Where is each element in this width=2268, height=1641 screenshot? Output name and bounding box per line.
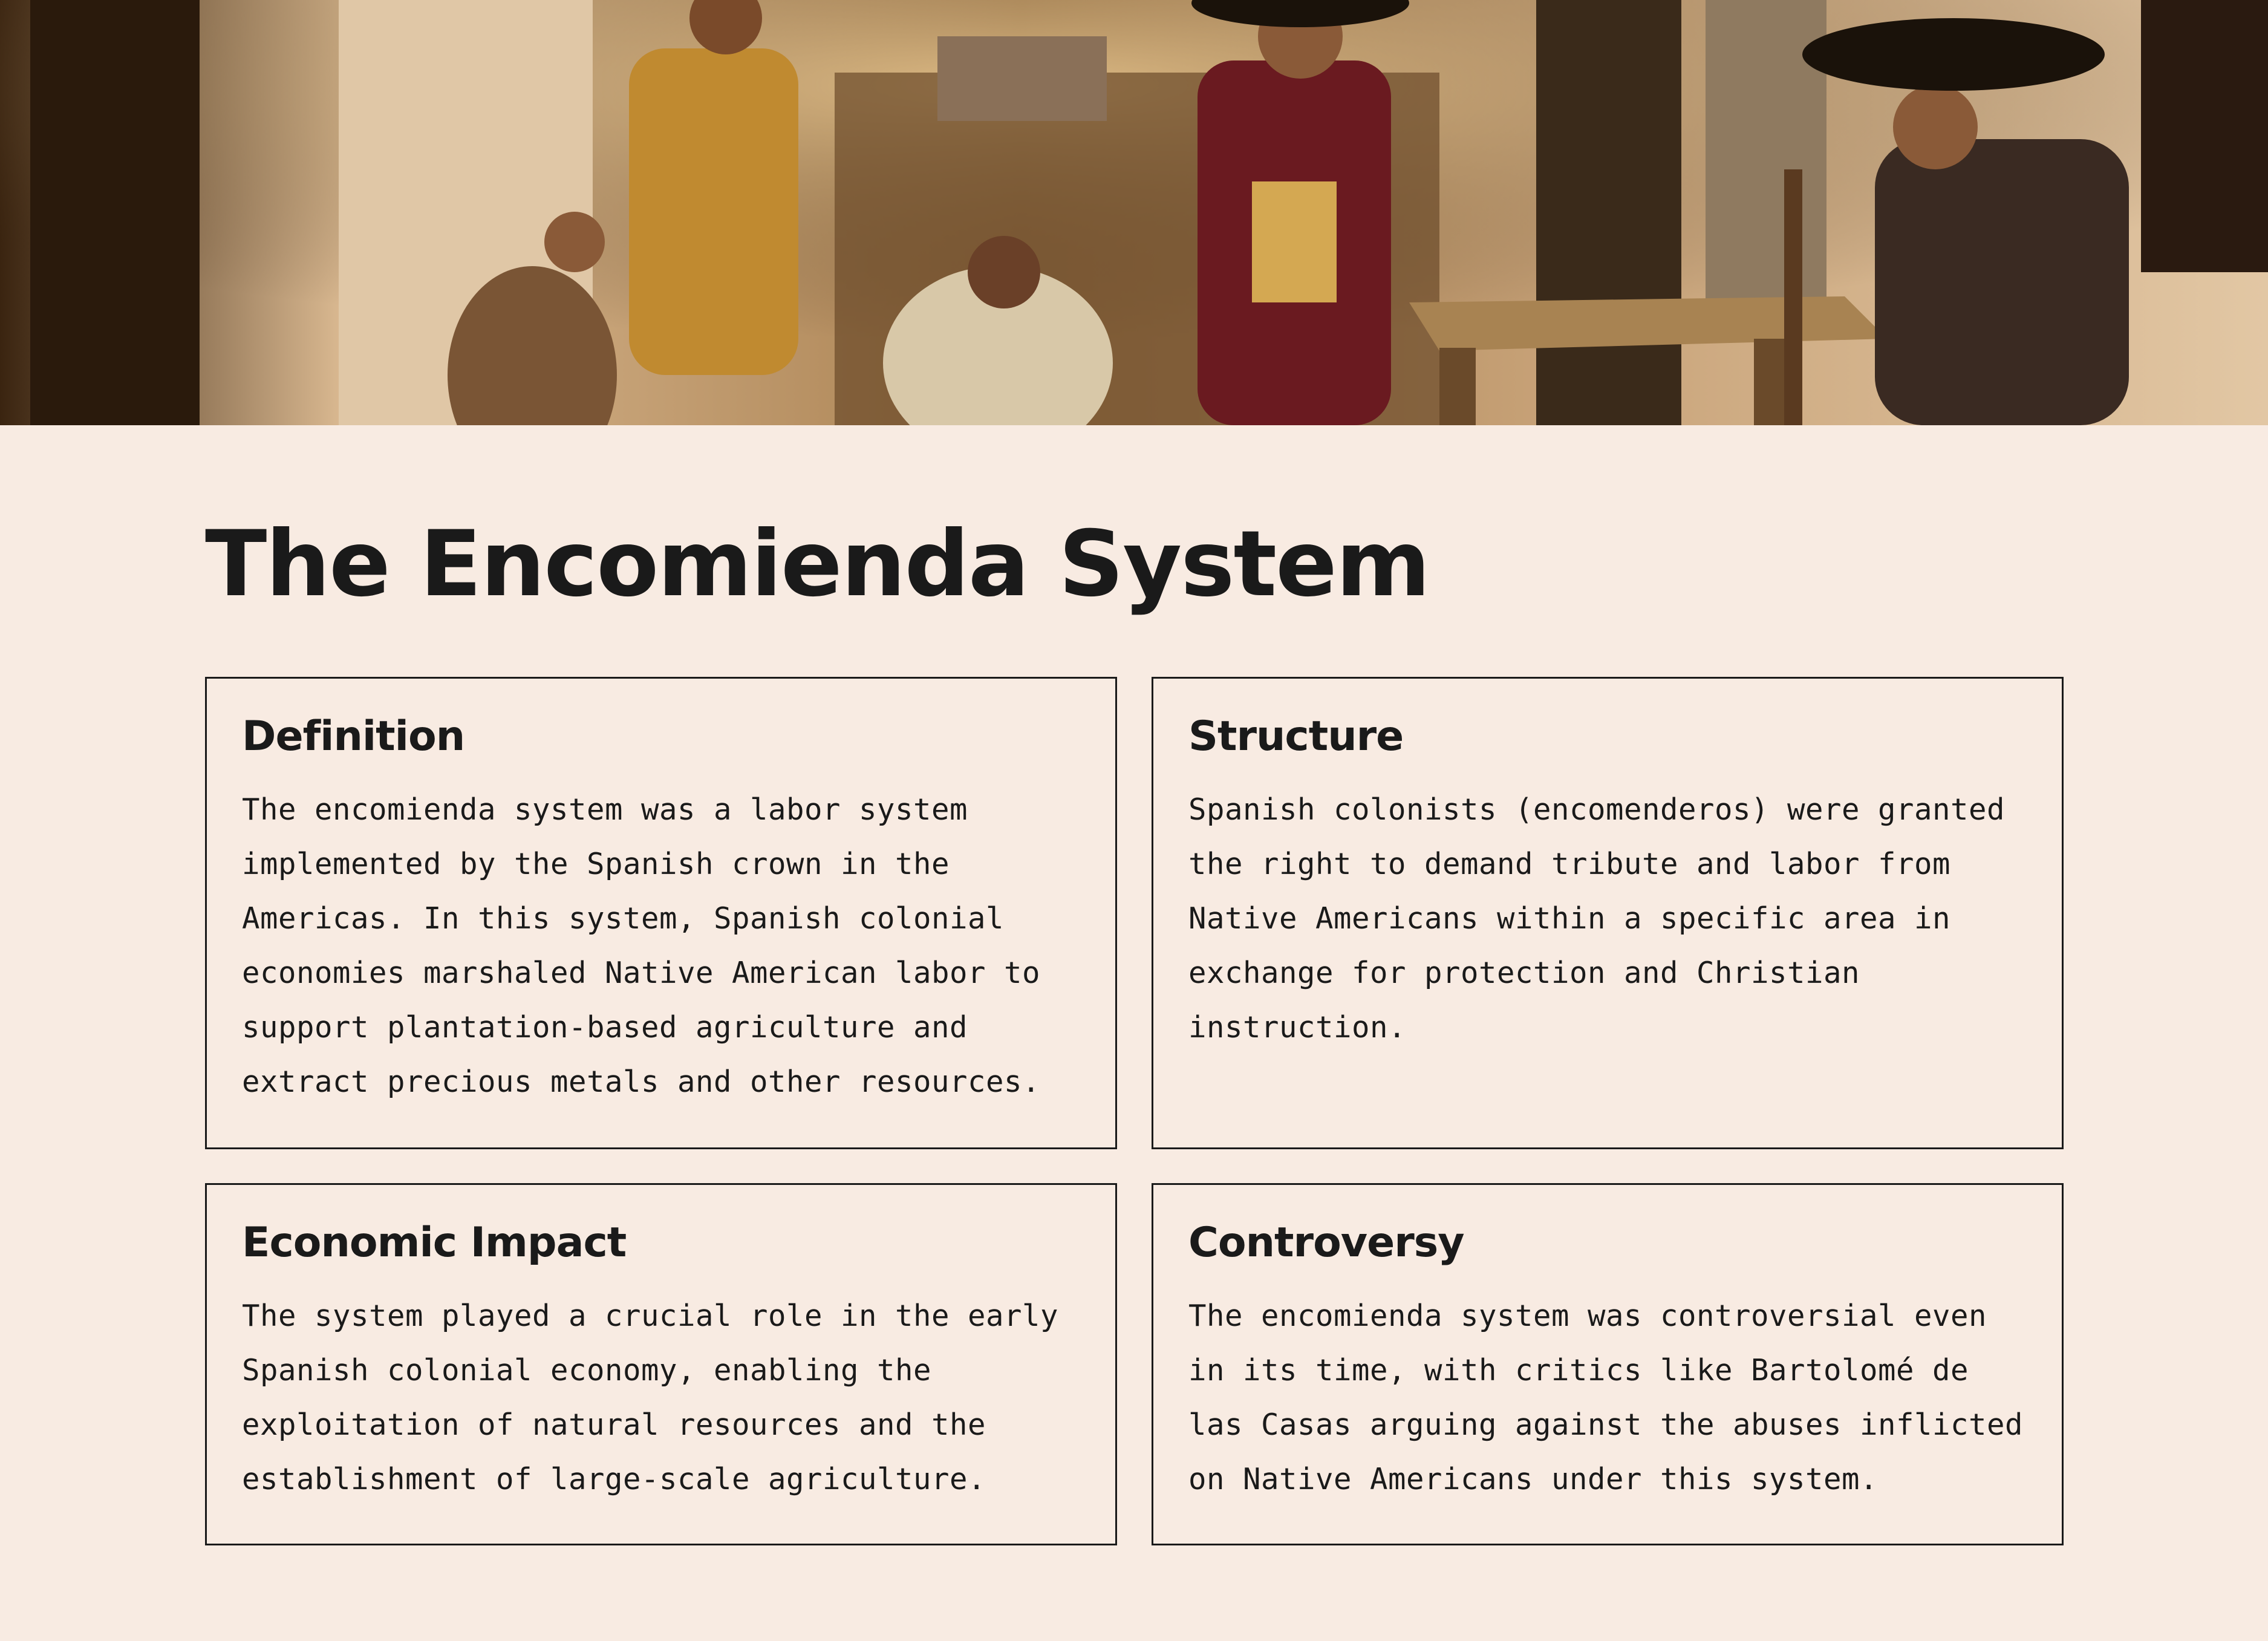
card-heading-definition: Definition — [242, 713, 465, 760]
card-heading-controversy: Controversy — [1188, 1219, 1465, 1267]
card-controversy: Controversy The encomienda system was co… — [1152, 1183, 2064, 1545]
card-structure: Structure Spanish colonists (encomendero… — [1152, 677, 2064, 1149]
card-heading-structure: Structure — [1188, 713, 1404, 760]
card-body-controversy: The encomienda system was controversial … — [1188, 1299, 2024, 1496]
hero-image — [0, 0, 2268, 425]
page-title: The Encomienda System — [205, 512, 1430, 617]
card-definition: Definition The encomienda system was a l… — [205, 677, 1117, 1149]
card-body-definition: The encomienda system was a labor system… — [242, 792, 1041, 1099]
colonial-scene-illustration — [0, 0, 2268, 425]
card-heading-economic-impact: Economic Impact — [242, 1219, 627, 1267]
card-body-economic-impact: The system played a crucial role in the … — [242, 1299, 1059, 1496]
card-body-structure: Spanish colonists (encomenderos) were gr… — [1188, 792, 2006, 1045]
card-economic-impact: Economic Impact The system played a cruc… — [205, 1183, 1117, 1545]
